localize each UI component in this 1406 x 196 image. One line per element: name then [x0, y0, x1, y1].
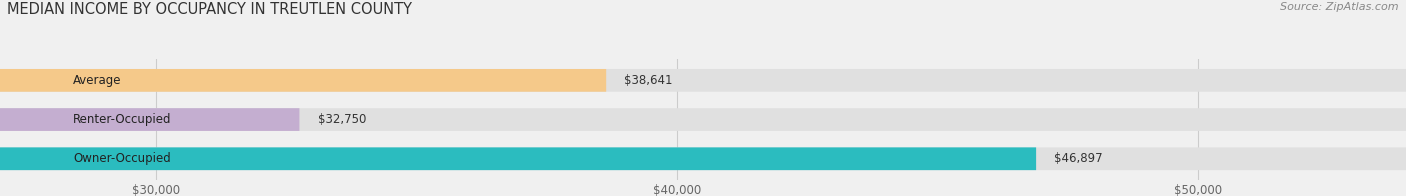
FancyBboxPatch shape: [0, 69, 1406, 92]
Text: MEDIAN INCOME BY OCCUPANCY IN TREUTLEN COUNTY: MEDIAN INCOME BY OCCUPANCY IN TREUTLEN C…: [7, 2, 412, 17]
Text: Average: Average: [73, 74, 121, 87]
FancyBboxPatch shape: [0, 147, 1406, 170]
FancyBboxPatch shape: [0, 69, 606, 92]
Text: Source: ZipAtlas.com: Source: ZipAtlas.com: [1281, 2, 1399, 12]
Text: Owner-Occupied: Owner-Occupied: [73, 152, 170, 165]
Text: $46,897: $46,897: [1054, 152, 1102, 165]
FancyBboxPatch shape: [0, 108, 299, 131]
FancyBboxPatch shape: [0, 108, 1406, 131]
Text: $32,750: $32,750: [318, 113, 366, 126]
Text: $38,641: $38,641: [624, 74, 673, 87]
Text: Renter-Occupied: Renter-Occupied: [73, 113, 172, 126]
FancyBboxPatch shape: [0, 147, 1036, 170]
